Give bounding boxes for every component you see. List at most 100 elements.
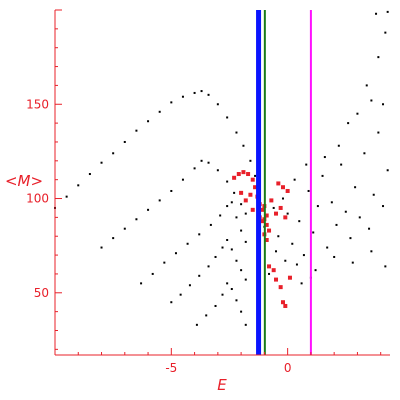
black-data-point — [370, 99, 373, 102]
red-data-point — [287, 275, 292, 280]
red-data-point — [283, 303, 288, 308]
black-data-point — [298, 220, 301, 223]
y-tick-label: 150 — [26, 97, 49, 111]
black-data-point — [249, 159, 252, 162]
black-data-point — [181, 95, 184, 98]
black-data-point — [291, 242, 294, 245]
black-data-point — [384, 265, 387, 268]
black-data-point — [151, 272, 154, 275]
black-data-point — [344, 210, 347, 213]
black-data-point — [321, 174, 324, 177]
black-data-point — [221, 246, 224, 249]
black-data-point — [214, 304, 217, 307]
black-data-point — [244, 278, 247, 281]
black-data-point — [88, 173, 91, 176]
black-data-point — [244, 323, 247, 326]
black-data-point — [335, 223, 338, 226]
red-data-point — [248, 192, 253, 197]
black-data-point — [188, 284, 191, 287]
red-data-point — [246, 172, 251, 177]
black-data-point — [244, 240, 247, 243]
x-axis-label: E — [217, 376, 227, 394]
black-data-point — [219, 214, 222, 217]
black-data-point — [307, 189, 310, 192]
black-data-point — [312, 231, 315, 234]
black-data-point — [112, 237, 115, 240]
black-data-point — [216, 103, 219, 106]
black-data-point — [174, 252, 177, 255]
black-data-point — [230, 288, 233, 291]
red-data-point — [269, 198, 274, 203]
black-data-point — [354, 186, 357, 189]
black-data-point — [240, 269, 243, 272]
black-data-point — [242, 144, 245, 147]
black-data-point — [268, 272, 271, 275]
black-data-point — [382, 103, 385, 106]
black-data-point — [65, 195, 68, 198]
red-data-point — [236, 172, 241, 177]
black-data-point — [170, 301, 173, 304]
red-data-point — [253, 185, 258, 190]
black-data-point — [135, 218, 138, 221]
axes — [54, 10, 390, 356]
black-data-point — [233, 191, 236, 194]
black-data-point — [221, 293, 224, 296]
black-data-point — [240, 310, 243, 313]
red-data-point — [264, 213, 269, 218]
black-data-point — [244, 212, 247, 215]
reference-lines — [256, 10, 312, 355]
x-tick-label: 0 — [284, 361, 292, 375]
black-data-point — [384, 31, 387, 34]
black-data-point — [100, 161, 103, 164]
black-data-point — [170, 101, 173, 104]
black-data-point — [170, 189, 173, 192]
black-data-point — [207, 265, 210, 268]
black-data-point — [214, 255, 217, 258]
black-data-point — [356, 112, 359, 115]
black-data-point — [226, 116, 229, 119]
black-data-point — [193, 91, 196, 94]
black-data-point — [300, 282, 303, 285]
red-data-point — [274, 211, 279, 216]
red-data-point — [250, 207, 255, 212]
black-data-point — [377, 56, 380, 59]
black-data-point — [112, 152, 115, 155]
y-tick-label: 100 — [26, 192, 49, 206]
black-data-point — [235, 131, 238, 134]
black-data-point — [181, 178, 184, 181]
black-data-point — [347, 122, 350, 125]
black-data-point — [198, 274, 201, 277]
black-data-point — [277, 235, 280, 238]
red-data-point — [278, 285, 283, 290]
black-data-point — [314, 269, 317, 272]
black-data-point — [363, 152, 366, 155]
black-data-point — [123, 140, 126, 143]
black-data-point — [226, 205, 229, 208]
black-data-point — [386, 169, 389, 172]
y-tick-label: 50 — [34, 286, 49, 300]
black-data-point — [368, 227, 371, 230]
black-data-point — [235, 259, 238, 262]
black-data-point — [316, 205, 319, 208]
black-data-point — [349, 237, 352, 240]
black-data-point — [198, 233, 201, 236]
black-data-point — [382, 205, 385, 208]
black-data-point — [205, 314, 208, 317]
black-data-point — [123, 227, 126, 230]
black-data-point — [377, 131, 380, 134]
black-data-point — [226, 239, 229, 241]
black-data-point — [386, 10, 389, 13]
black-data-point — [240, 203, 243, 206]
red-data-point — [271, 268, 276, 273]
black-data-point — [365, 84, 368, 87]
black-data-point — [302, 254, 305, 257]
black-data-point — [147, 120, 150, 123]
black-data-point — [295, 263, 298, 266]
black-data-point — [230, 248, 233, 251]
red-data-point — [278, 205, 283, 210]
red-data-point — [285, 188, 290, 193]
black-data-point — [140, 282, 143, 285]
black-data-point — [193, 167, 196, 170]
black-data-point — [200, 159, 203, 162]
